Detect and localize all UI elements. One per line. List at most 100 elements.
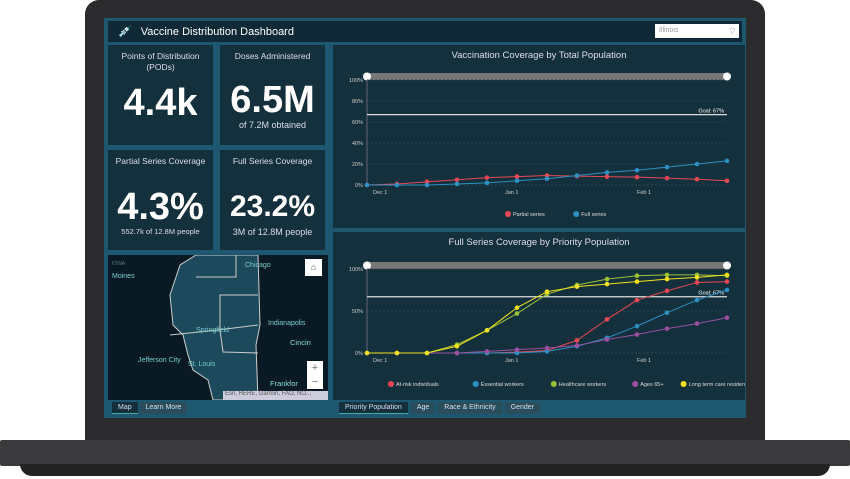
data-point (634, 174, 640, 180)
series-line (367, 274, 728, 354)
data-point (664, 276, 670, 282)
y-tick-label: 0% (355, 351, 363, 357)
tab-learn-more[interactable]: Learn More (139, 402, 188, 414)
range-slider-handle-end[interactable] (723, 72, 731, 81)
chart-svg: 0% 20% 40% 60% 80% 100% Dec 1 Jan 1 Feb 1 Goal: 6… (349, 72, 731, 218)
series-line (367, 274, 728, 354)
map-attribution: Esri, HERE, Garmin, FAO, NO... (223, 391, 328, 400)
data-point (634, 297, 640, 303)
chart-total-population: Vaccination Coverage by Total Population… (333, 45, 745, 228)
kpi-value: 23.2% (229, 190, 316, 223)
map-label: Indianapolis (268, 320, 306, 327)
data-point (544, 349, 550, 354)
data-point (514, 347, 520, 352)
data-point (424, 350, 430, 356)
kpi-title: Points of Distribution (PODs) (121, 51, 200, 72)
kpi-title: Doses Administered (234, 51, 311, 61)
syringe-heart-icon: 💉 (118, 26, 132, 38)
data-point (664, 288, 670, 294)
tab-race-ethnicity[interactable]: Race & Ethnicity (438, 402, 502, 414)
kpi-subtitle: 552.7k of 12.8M people (121, 227, 200, 236)
series-line (367, 289, 728, 354)
chart-title: Full Series Coverage by Priority Populat… (448, 237, 630, 248)
kpi-partial: Partial Series Coverage 4.3% 552.7k of 12.… (108, 150, 213, 250)
y-tick-label: 20% (352, 162, 363, 168)
chart-priority-population: Full Series Coverage by Priority Populat… (333, 232, 745, 400)
chart-title: Vaccination Coverage by Total Population (451, 50, 627, 61)
home-icon: ⌂ (310, 262, 317, 272)
data-point (574, 284, 580, 289)
data-point (724, 279, 730, 284)
data-point (484, 349, 490, 354)
data-point (634, 273, 640, 279)
map-label: St. Louis (188, 361, 216, 368)
data-point (544, 173, 550, 178)
illinois-map: Moines Chicago Springfield Indianapolis … (112, 255, 311, 400)
tab-gender[interactable]: Gender (504, 402, 540, 414)
kpi-full: Full Series Coverage 23.2% 3M of 12.8M peo… (220, 150, 325, 250)
legend-label: At-risk individuals (396, 382, 439, 388)
goal-label: Goal: 67% (698, 291, 724, 297)
legend-marker (573, 211, 580, 217)
data-point (394, 350, 400, 356)
data-point (604, 174, 610, 179)
data-point (544, 176, 550, 181)
tab-age[interactable]: Age (410, 402, 436, 414)
goal-label: Goal: 67% (698, 109, 724, 115)
data-point (634, 323, 640, 329)
y-tick-label: 80% (352, 99, 363, 105)
data-point (454, 343, 460, 349)
range-slider-handle-start[interactable] (363, 261, 371, 270)
tab-map[interactable]: Map (112, 402, 138, 414)
home-button[interactable]: ⌂ (305, 259, 322, 276)
legend-label: Essential workers (481, 382, 524, 388)
zoom-out-button[interactable]: − (307, 375, 323, 389)
data-point (454, 350, 460, 356)
kpi-title: Partial Series Coverage (115, 156, 206, 166)
data-point (484, 175, 490, 180)
data-point (664, 310, 670, 315)
tab-priority-population[interactable]: Priority Population (339, 402, 408, 414)
data-point (514, 311, 520, 316)
data-point (514, 350, 520, 356)
range-slider-handle-start[interactable] (363, 72, 371, 81)
map-label: Chicago (245, 262, 271, 269)
range-slider-track (367, 262, 727, 269)
data-point (694, 280, 700, 285)
x-tick-label: Feb 1 (637, 190, 651, 196)
y-tick-label: 40% (352, 141, 363, 147)
data-point (484, 328, 490, 333)
data-point (424, 179, 430, 185)
y-tick-label: 50% (352, 309, 363, 315)
data-point (454, 181, 460, 187)
data-point (724, 178, 730, 184)
map-view[interactable]: Moines Chicago Springfield Indianapolis … (108, 255, 328, 400)
state-select[interactable]: Illinois ▽ (655, 24, 739, 38)
legend-marker (550, 381, 557, 387)
kpi-subtitle: 3M of 12.8M people (232, 227, 313, 237)
range-slider-handle-end[interactable] (723, 261, 731, 270)
data-point (604, 170, 610, 175)
legend-marker (472, 381, 479, 387)
data-point (724, 287, 730, 293)
x-tick-label: Jan 1 (505, 358, 518, 364)
x-tick-label: Jan 1 (505, 190, 518, 196)
data-point (634, 332, 640, 337)
map-label: Moines (112, 273, 135, 280)
data-point (694, 321, 700, 326)
kpi-value: 4.3% (117, 186, 204, 228)
data-point (664, 326, 670, 331)
data-point (664, 272, 670, 278)
data-point (544, 289, 550, 294)
data-point (694, 297, 700, 303)
map-label: Springfield (196, 327, 229, 334)
data-point (634, 279, 640, 284)
kpi-value: 4.4k (123, 82, 198, 124)
data-point (604, 281, 610, 287)
zoom-in-button[interactable]: + (307, 361, 323, 375)
data-point (574, 338, 580, 343)
legend-marker (505, 211, 511, 217)
data-point (484, 180, 490, 186)
kpi-title: Full Series Coverage (232, 156, 313, 166)
data-point (724, 272, 730, 278)
